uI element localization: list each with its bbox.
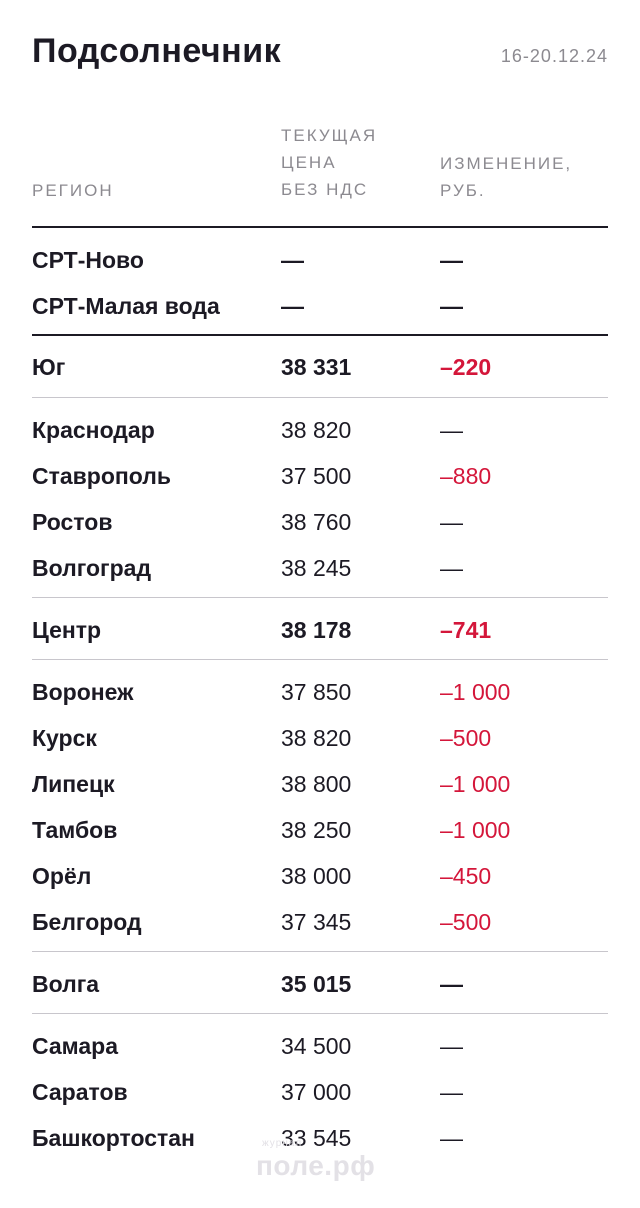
table-row: Башкортостан 33 545 —: [0, 1115, 640, 1161]
price-value: 34 500: [281, 1033, 352, 1059]
region-name: Краснодар: [32, 417, 155, 443]
table-row: Волгоград 38 245 —: [0, 545, 640, 591]
section-divider: [32, 597, 608, 598]
region-name: Центр: [32, 617, 102, 643]
region-name: СРТ-Малая вода: [32, 293, 220, 319]
region-name: Башкортостан: [32, 1125, 195, 1151]
column-header-price-line: ТЕКУЩАЯ: [281, 126, 378, 145]
price-value: 37 850: [281, 679, 352, 705]
table-row: Тамбов 38 250 –1 000: [0, 807, 640, 853]
region-name: Орёл: [32, 863, 92, 889]
region-name: Волга: [32, 971, 100, 997]
change-value: –500: [440, 909, 492, 935]
price-value: 38 250: [281, 817, 352, 843]
table-row: Саратов 37 000 —: [0, 1069, 640, 1115]
region-name: СРТ-Ново: [32, 247, 144, 273]
price-value: 38 760: [281, 509, 352, 535]
page-title: Подсолнечник: [32, 32, 282, 70]
price-value: 33 545: [281, 1125, 352, 1151]
column-header-region: РЕГИОН: [32, 177, 114, 204]
change-value: –1 000: [440, 679, 511, 705]
change-value: –880: [440, 463, 492, 489]
table-row: Самара 34 500 —: [0, 1023, 640, 1069]
region-name: Белгород: [32, 909, 142, 935]
price-value: 38 820: [281, 417, 352, 443]
price-value: 38 178: [281, 617, 352, 643]
price-value: 37 500: [281, 463, 352, 489]
price-value: 38 000: [281, 863, 352, 889]
column-header-price-line: ЦЕНА: [281, 153, 337, 172]
region-name: Ростов: [32, 509, 113, 535]
table-row: Белгород 37 345 –500: [0, 899, 640, 945]
region-name: Ставрополь: [32, 463, 172, 489]
table-row: Липецк 38 800 –1 000: [0, 761, 640, 807]
column-header-change: ИЗМЕНЕНИЕ, РУБ.: [440, 150, 572, 204]
change-value: –500: [440, 725, 492, 751]
section-divider: [32, 397, 608, 398]
price-value: 38 331: [281, 354, 352, 380]
column-header-change-line: ИЗМЕНЕНИЕ,: [440, 154, 573, 173]
table-row: Воронеж 37 850 –1 000: [0, 669, 640, 715]
change-value: –220: [440, 354, 492, 380]
change-value: —: [440, 247, 463, 273]
region-name: Саратов: [32, 1079, 128, 1105]
table-row: СРТ-Малая вода — —: [0, 283, 640, 329]
change-value: —: [440, 1125, 463, 1151]
region-name: Волгоград: [32, 555, 152, 581]
price-value: —: [281, 293, 304, 319]
table-row: СРТ-Ново — —: [0, 237, 640, 283]
change-value: —: [440, 1079, 463, 1105]
change-value: —: [440, 509, 463, 535]
region-name: Юг: [32, 354, 66, 380]
table-row-summary: Волга 35 015 —: [0, 961, 640, 1007]
change-value: —: [440, 971, 463, 997]
price-value: 37 000: [281, 1079, 352, 1105]
table-row-summary: Центр 38 178 –741: [0, 607, 640, 653]
date-range: 16-20.12.24: [500, 46, 608, 66]
table-row-summary: Юг 38 331 –220: [0, 344, 640, 390]
table-row: Орёл 38 000 –450: [0, 853, 640, 899]
table-row: Ростов 38 760 —: [0, 499, 640, 545]
price-value: 38 820: [281, 725, 352, 751]
table-row: Ставрополь 37 500 –880: [0, 453, 640, 499]
price-value: 38 800: [281, 771, 352, 797]
price-value: 35 015: [281, 971, 352, 997]
section-divider: [32, 1013, 608, 1014]
change-value: —: [440, 293, 463, 319]
watermark-main: поле.рф: [256, 1150, 376, 1181]
column-header-change-line: РУБ.: [440, 181, 486, 200]
change-value: —: [440, 1033, 463, 1059]
region-name: Курск: [32, 725, 97, 751]
region-name: Тамбов: [32, 817, 118, 843]
column-header-price-line: БЕЗ НДС: [281, 180, 369, 199]
section-divider: [32, 659, 608, 660]
column-header-region-text: РЕГИОН: [32, 181, 114, 200]
column-header-price: ТЕКУЩАЯ ЦЕНА БЕЗ НДС: [281, 122, 377, 203]
price-value: 37 345: [281, 909, 352, 935]
change-value: –741: [440, 617, 492, 643]
section-divider: [32, 334, 608, 336]
table-row: Курск 38 820 –500: [0, 715, 640, 761]
table-row: Краснодар 38 820 —: [0, 407, 640, 453]
price-value: 38 245: [281, 555, 352, 581]
change-value: –1 000: [440, 817, 511, 843]
header-divider: [32, 226, 608, 228]
watermark-logo: журнал поле.рф: [256, 1138, 376, 1182]
change-value: —: [440, 555, 463, 581]
watermark-small: журнал: [262, 1138, 303, 1149]
change-value: –450: [440, 863, 492, 889]
price-value: —: [281, 247, 304, 273]
region-name: Воронеж: [32, 679, 134, 705]
change-value: –1 000: [440, 771, 511, 797]
section-divider: [32, 951, 608, 952]
region-name: Липецк: [32, 771, 115, 797]
region-name: Самара: [32, 1033, 119, 1059]
change-value: —: [440, 417, 463, 443]
